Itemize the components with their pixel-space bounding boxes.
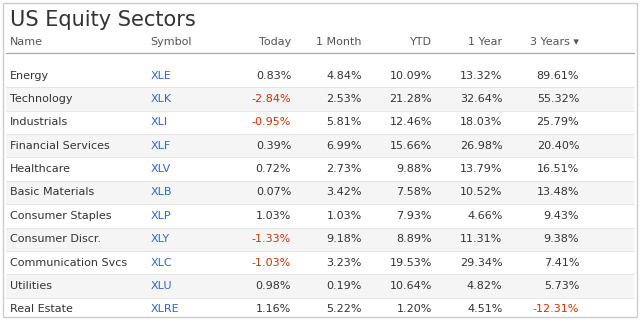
- Text: Utilities: Utilities: [10, 281, 52, 291]
- Text: Name: Name: [10, 36, 43, 47]
- Text: -0.95%: -0.95%: [252, 117, 291, 127]
- Text: Consumer Discr.: Consumer Discr.: [10, 234, 100, 244]
- Text: 0.98%: 0.98%: [256, 281, 291, 291]
- Text: 18.03%: 18.03%: [460, 117, 502, 127]
- Text: 29.34%: 29.34%: [460, 258, 502, 268]
- Text: XLRE: XLRE: [150, 304, 179, 314]
- Bar: [6, 204, 634, 228]
- Text: 1.16%: 1.16%: [256, 304, 291, 314]
- Text: XLF: XLF: [150, 141, 171, 151]
- Text: 12.46%: 12.46%: [390, 117, 432, 127]
- Text: 15.66%: 15.66%: [390, 141, 432, 151]
- Text: XLY: XLY: [150, 234, 170, 244]
- Text: 32.64%: 32.64%: [460, 94, 502, 104]
- Text: XLE: XLE: [150, 71, 172, 81]
- Text: 4.84%: 4.84%: [326, 71, 362, 81]
- Text: 16.51%: 16.51%: [537, 164, 579, 174]
- Bar: [6, 228, 634, 251]
- Text: 7.58%: 7.58%: [397, 188, 432, 197]
- Text: 4.51%: 4.51%: [467, 304, 502, 314]
- Text: 8.89%: 8.89%: [396, 234, 432, 244]
- Text: Consumer Staples: Consumer Staples: [10, 211, 111, 221]
- Text: 6.99%: 6.99%: [326, 141, 362, 151]
- Text: 9.43%: 9.43%: [544, 211, 579, 221]
- Text: Real Estate: Real Estate: [10, 304, 72, 314]
- Bar: [6, 111, 634, 134]
- Text: US Equity Sectors: US Equity Sectors: [10, 10, 195, 30]
- Text: 5.81%: 5.81%: [326, 117, 362, 127]
- Bar: [6, 274, 634, 298]
- Text: 26.98%: 26.98%: [460, 141, 502, 151]
- Text: Basic Materials: Basic Materials: [10, 188, 94, 197]
- Text: Technology: Technology: [10, 94, 72, 104]
- Text: XLP: XLP: [150, 211, 171, 221]
- Text: 89.61%: 89.61%: [537, 71, 579, 81]
- Bar: [6, 64, 634, 87]
- Text: 20.40%: 20.40%: [537, 141, 579, 151]
- Bar: [6, 134, 634, 157]
- Text: XLC: XLC: [150, 258, 172, 268]
- Bar: [6, 298, 634, 320]
- Text: 3 Years ▾: 3 Years ▾: [530, 36, 579, 47]
- Text: 0.39%: 0.39%: [256, 141, 291, 151]
- Text: 9.18%: 9.18%: [326, 234, 362, 244]
- Text: YTD: YTD: [410, 36, 432, 47]
- Text: 10.09%: 10.09%: [390, 71, 432, 81]
- Text: 0.72%: 0.72%: [256, 164, 291, 174]
- Bar: [6, 157, 634, 181]
- Text: 3.23%: 3.23%: [326, 258, 362, 268]
- Text: 1.03%: 1.03%: [256, 211, 291, 221]
- Text: 2.73%: 2.73%: [326, 164, 362, 174]
- Text: 0.83%: 0.83%: [256, 71, 291, 81]
- Text: 4.82%: 4.82%: [467, 281, 502, 291]
- Text: -12.31%: -12.31%: [533, 304, 579, 314]
- Text: XLI: XLI: [150, 117, 168, 127]
- Text: 1 Month: 1 Month: [316, 36, 362, 47]
- Text: 25.79%: 25.79%: [536, 117, 579, 127]
- Text: 1 Year: 1 Year: [468, 36, 502, 47]
- Text: Symbol: Symbol: [150, 36, 192, 47]
- Text: 3.42%: 3.42%: [326, 188, 362, 197]
- Bar: [6, 251, 634, 274]
- Text: -2.84%: -2.84%: [252, 94, 291, 104]
- Text: XLU: XLU: [150, 281, 172, 291]
- Bar: [6, 87, 634, 111]
- Text: -1.33%: -1.33%: [252, 234, 291, 244]
- Text: 10.52%: 10.52%: [460, 188, 502, 197]
- Text: 13.79%: 13.79%: [460, 164, 502, 174]
- Text: 1.03%: 1.03%: [326, 211, 362, 221]
- Text: 7.41%: 7.41%: [544, 258, 579, 268]
- Text: XLV: XLV: [150, 164, 171, 174]
- Text: 55.32%: 55.32%: [537, 94, 579, 104]
- Text: 19.53%: 19.53%: [390, 258, 432, 268]
- Text: Communication Svcs: Communication Svcs: [10, 258, 127, 268]
- Text: 0.19%: 0.19%: [326, 281, 362, 291]
- Text: Financial Services: Financial Services: [10, 141, 109, 151]
- Text: 7.93%: 7.93%: [397, 211, 432, 221]
- Bar: [6, 181, 634, 204]
- Text: XLB: XLB: [150, 188, 172, 197]
- Text: 0.07%: 0.07%: [256, 188, 291, 197]
- Text: 21.28%: 21.28%: [389, 94, 432, 104]
- Text: Healthcare: Healthcare: [10, 164, 70, 174]
- Text: 10.64%: 10.64%: [390, 281, 432, 291]
- Text: 13.48%: 13.48%: [537, 188, 579, 197]
- Text: 2.53%: 2.53%: [326, 94, 362, 104]
- Text: Today: Today: [259, 36, 291, 47]
- Text: 13.32%: 13.32%: [460, 71, 502, 81]
- Text: 11.31%: 11.31%: [460, 234, 502, 244]
- Text: XLK: XLK: [150, 94, 172, 104]
- Text: Industrials: Industrials: [10, 117, 68, 127]
- Text: 5.22%: 5.22%: [326, 304, 362, 314]
- Text: 9.38%: 9.38%: [544, 234, 579, 244]
- Text: Energy: Energy: [10, 71, 49, 81]
- Text: 5.73%: 5.73%: [544, 281, 579, 291]
- Text: -1.03%: -1.03%: [252, 258, 291, 268]
- Text: 9.88%: 9.88%: [396, 164, 432, 174]
- Text: 4.66%: 4.66%: [467, 211, 502, 221]
- Text: 1.20%: 1.20%: [397, 304, 432, 314]
